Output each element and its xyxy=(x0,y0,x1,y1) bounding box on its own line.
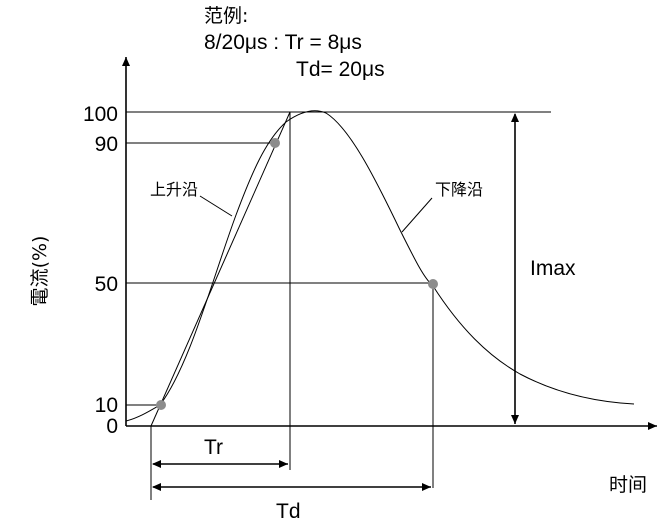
tick-0: 0 xyxy=(106,415,118,438)
surge-waveform-curve xyxy=(125,110,635,422)
example-line-1: 8/20μs : Tr = 8μs xyxy=(204,31,362,54)
example-heading: 范例: xyxy=(204,5,248,27)
example-line-2: Td= 20μs xyxy=(296,58,385,81)
tick-50: 50 xyxy=(95,273,118,296)
rise-edge-label: 上升沿 xyxy=(150,180,198,199)
rise-tangent-line xyxy=(150,111,291,427)
point-50-percent xyxy=(428,279,438,289)
tr-label: Tr xyxy=(204,436,223,459)
y-axis-label: 電流(%) xyxy=(29,236,51,307)
fall-edge-leader xyxy=(401,197,433,233)
tick-100: 100 xyxy=(83,103,118,126)
rise-edge-leader xyxy=(199,195,233,217)
td-label: Td xyxy=(276,500,301,523)
x-axis-label: 时间 xyxy=(609,474,647,496)
tick-90: 90 xyxy=(95,133,118,156)
tick-10: 10 xyxy=(95,394,118,417)
imax-label: Imax xyxy=(530,257,576,280)
point-10-percent xyxy=(156,400,166,410)
fall-edge-label: 下降沿 xyxy=(435,180,483,199)
point-90-percent xyxy=(270,138,280,148)
